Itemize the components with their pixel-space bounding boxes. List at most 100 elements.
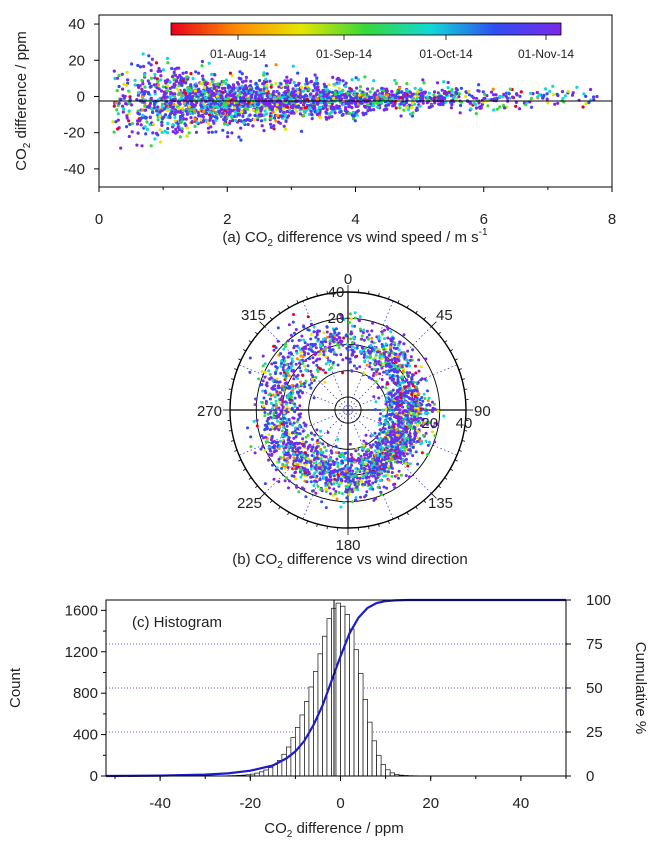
data-point: [410, 405, 414, 408]
data-point: [276, 326, 280, 330]
data-point: [253, 96, 257, 100]
data-point: [404, 462, 408, 466]
data-point: [259, 119, 264, 123]
data-point: [262, 396, 266, 400]
data-point: [240, 110, 244, 114]
data-point: [381, 89, 386, 93]
data-point: [191, 77, 195, 81]
data-point: [440, 88, 444, 92]
data-point: [384, 402, 388, 406]
data-point: [370, 471, 374, 474]
data-point: [386, 382, 390, 386]
data-point: [286, 460, 290, 464]
data-point: [266, 412, 270, 416]
data-point: [112, 104, 116, 108]
data-point: [278, 400, 282, 404]
data-point: [157, 66, 161, 71]
data-point: [309, 467, 313, 471]
data-point: [263, 101, 267, 106]
data-point: [308, 443, 312, 447]
polar-tick: [431, 493, 437, 499]
data-point: [287, 445, 291, 449]
data-point: [299, 129, 304, 133]
data-point: [286, 457, 290, 461]
data-point: [368, 487, 372, 491]
data-point: [321, 88, 325, 92]
data-point: [357, 452, 361, 456]
data-point: [535, 90, 539, 95]
data-point: [392, 364, 396, 367]
data-point: [298, 415, 302, 419]
data-point: [325, 93, 329, 97]
data-point: [324, 85, 328, 89]
data-point: [324, 455, 328, 459]
data-point: [367, 465, 371, 469]
data-point: [399, 460, 403, 464]
data-point: [279, 417, 283, 421]
data-point: [311, 378, 314, 381]
data-point: [265, 106, 269, 110]
polar-ring: [334, 396, 362, 424]
data-point: [403, 428, 407, 432]
data-point: [230, 131, 234, 135]
polar-tick: [368, 290, 370, 294]
data-point: [306, 352, 310, 356]
data-point: [584, 94, 588, 98]
data-point: [274, 108, 278, 112]
data-point: [277, 447, 281, 450]
data-point: [171, 123, 175, 127]
data-point: [200, 64, 204, 68]
data-point: [276, 393, 280, 397]
data-point: [284, 376, 288, 380]
data-point: [285, 109, 289, 114]
data-point: [297, 346, 301, 350]
data-point: [292, 456, 296, 460]
data-point: [201, 119, 206, 123]
data-point: [209, 125, 213, 129]
data-point: [303, 364, 306, 368]
polar-tick: [259, 321, 265, 327]
data-point: [374, 480, 378, 484]
data-point: [344, 333, 348, 337]
data-point: [494, 93, 498, 97]
data-point: [280, 359, 283, 363]
data-point: [406, 448, 410, 452]
data-point: [389, 339, 393, 343]
data-point: [282, 356, 286, 360]
data-point: [147, 105, 151, 109]
data-point: [149, 96, 153, 100]
polar-angle-label: 45: [436, 307, 453, 324]
data-point: [119, 146, 123, 150]
polar-angle-label: 180: [335, 537, 360, 554]
data-point: [353, 460, 357, 464]
data-point: [432, 93, 436, 97]
data-point: [328, 112, 332, 116]
data-point: [246, 104, 250, 108]
data-point: [529, 96, 534, 101]
data-point: [363, 105, 368, 109]
data-point: [354, 467, 358, 471]
data-point: [382, 485, 386, 489]
data-point: [286, 368, 290, 372]
data-point: [324, 355, 328, 359]
data-point: [128, 122, 132, 126]
data-point: [389, 434, 393, 438]
data-point: [130, 130, 134, 134]
data-point: [260, 434, 264, 438]
polar-tick: [231, 440, 235, 442]
data-point: [361, 447, 365, 451]
data-point: [399, 473, 403, 477]
data-point: [358, 85, 363, 89]
data-point: [375, 101, 379, 105]
data-point: [181, 106, 185, 110]
data-point: [223, 122, 227, 126]
data-point: [289, 440, 293, 444]
polar-tick: [243, 349, 247, 352]
data-point: [419, 416, 423, 420]
data-point: [378, 465, 382, 469]
data-point: [363, 75, 367, 79]
data-point: [296, 453, 299, 457]
data-point: [315, 78, 319, 83]
data-point: [397, 91, 401, 95]
data-point: [281, 442, 285, 445]
